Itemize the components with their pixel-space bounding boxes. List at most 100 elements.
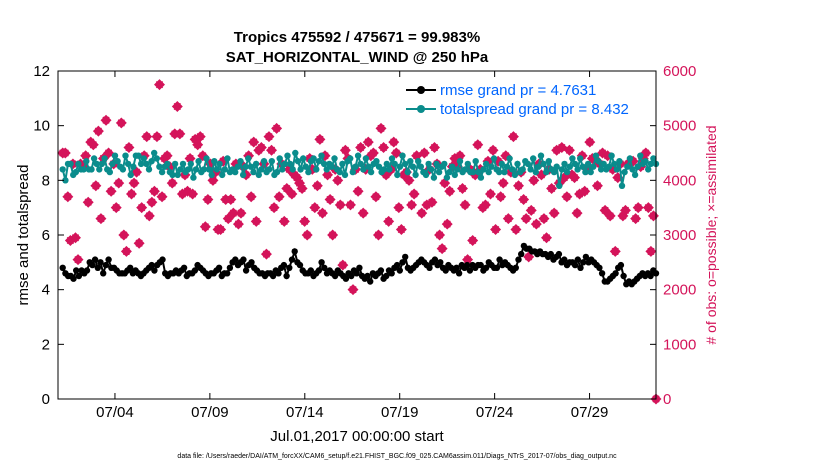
spread-point bbox=[433, 160, 440, 168]
spread-point bbox=[569, 155, 576, 162]
obs-marker bbox=[375, 122, 387, 134]
rmse-point bbox=[512, 264, 519, 271]
obs-marker bbox=[485, 188, 496, 200]
obs-marker bbox=[123, 142, 135, 154]
legend-rmse-label: rmse grand pr = 4.7631 bbox=[440, 82, 596, 99]
obs-marker bbox=[332, 174, 344, 186]
spread-point bbox=[383, 160, 390, 168]
spread-point bbox=[171, 160, 179, 168]
spread-point bbox=[124, 160, 132, 168]
y-tick-label: 0 bbox=[42, 391, 50, 408]
obs-marker bbox=[495, 191, 507, 203]
obs-marker bbox=[428, 142, 440, 154]
obs-marker bbox=[202, 193, 214, 205]
spread-point bbox=[88, 166, 95, 173]
y2-tick-label: 3000 bbox=[663, 227, 696, 244]
x-tick-label: 07/14 bbox=[286, 404, 324, 421]
spread-point bbox=[252, 160, 260, 168]
spread-point bbox=[443, 174, 451, 181]
rmse-point bbox=[288, 256, 296, 263]
rmse-point bbox=[364, 272, 371, 280]
spread-point bbox=[475, 168, 482, 176]
rmse-point bbox=[105, 256, 112, 263]
obs-marker bbox=[59, 147, 71, 159]
obs-marker bbox=[72, 254, 84, 266]
obs-marker bbox=[630, 213, 642, 225]
spread-point bbox=[616, 158, 623, 165]
spread-point bbox=[388, 155, 396, 162]
spread-point bbox=[613, 166, 620, 173]
spread-point bbox=[441, 160, 448, 168]
obs-marker bbox=[546, 183, 558, 195]
spread-point bbox=[558, 166, 566, 173]
rmse-point bbox=[518, 250, 525, 258]
spread-point bbox=[399, 152, 406, 159]
rmse-point bbox=[315, 267, 323, 274]
obs-marker bbox=[245, 191, 257, 203]
spread-point bbox=[600, 160, 607, 168]
spread-point bbox=[645, 166, 652, 173]
x-tick-label: 07/19 bbox=[381, 404, 419, 421]
x-tick-label: 07/09 bbox=[191, 404, 229, 421]
spread-point bbox=[284, 152, 291, 159]
obs-marker bbox=[411, 150, 423, 162]
spread-point bbox=[362, 155, 370, 162]
spread-point bbox=[148, 158, 155, 165]
spread-point bbox=[224, 155, 231, 162]
spread-point bbox=[127, 171, 134, 179]
rmse-point bbox=[240, 256, 247, 263]
rmse-point bbox=[89, 261, 96, 269]
chart-subtitle: SAT_HORIZONTAL_WIND @ 250 hPa bbox=[226, 49, 489, 66]
spread-point bbox=[177, 166, 184, 173]
spread-point bbox=[336, 168, 343, 176]
spread-point bbox=[294, 158, 302, 165]
obs-marker bbox=[314, 133, 326, 145]
spread-series bbox=[59, 149, 660, 189]
obs-marker bbox=[370, 191, 382, 203]
spread-point bbox=[315, 158, 323, 165]
obs-marker bbox=[141, 131, 153, 143]
obs-marker bbox=[334, 199, 346, 211]
spread-point bbox=[464, 160, 471, 168]
rmse-point bbox=[59, 264, 66, 271]
obs-marker bbox=[136, 202, 148, 214]
spread-point bbox=[101, 155, 108, 162]
spread-point bbox=[83, 158, 90, 165]
spread-point bbox=[462, 166, 469, 173]
spread-point bbox=[490, 155, 498, 162]
spread-point bbox=[245, 155, 252, 162]
obs-marker bbox=[388, 136, 400, 148]
spread-point bbox=[119, 166, 127, 173]
y-tick-label: 4 bbox=[42, 282, 50, 299]
obs-marker bbox=[393, 202, 405, 214]
rmse-point bbox=[426, 264, 433, 271]
rmse-point bbox=[571, 261, 579, 269]
obs-marker bbox=[418, 147, 430, 159]
obs-marker bbox=[286, 188, 298, 200]
rmse-point bbox=[102, 261, 110, 269]
spread-point bbox=[537, 152, 545, 159]
rmse-point bbox=[453, 264, 460, 271]
obs-marker bbox=[344, 199, 356, 211]
spread-point bbox=[469, 168, 477, 176]
spread-point bbox=[135, 152, 142, 159]
y2-tick-label: 2000 bbox=[663, 282, 696, 299]
spread-point bbox=[545, 158, 552, 165]
rmse-point bbox=[180, 264, 188, 271]
rmse-point bbox=[596, 264, 603, 271]
obs-marker bbox=[367, 147, 379, 159]
spread-point bbox=[404, 168, 411, 176]
obs-marker bbox=[337, 259, 349, 271]
spread-point bbox=[540, 160, 547, 168]
spread-point bbox=[318, 152, 325, 159]
obs-marker bbox=[647, 210, 659, 222]
obs-marker bbox=[143, 210, 155, 222]
spread-point bbox=[563, 168, 571, 176]
rmse-point bbox=[70, 275, 77, 282]
spread-point bbox=[268, 158, 275, 165]
spread-point bbox=[451, 171, 458, 179]
obs-marker bbox=[187, 188, 199, 200]
obs-marker bbox=[199, 221, 211, 233]
obs-marker bbox=[569, 172, 581, 184]
spread-point bbox=[232, 168, 239, 176]
